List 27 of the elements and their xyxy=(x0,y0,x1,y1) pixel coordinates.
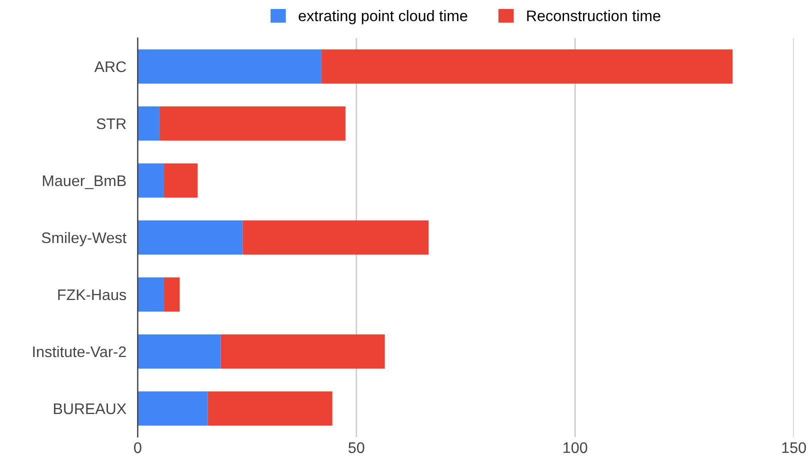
bar xyxy=(138,49,322,84)
legend-label: extrating point cloud time xyxy=(298,10,468,24)
x-tick-label: 0 xyxy=(134,442,142,454)
bar xyxy=(138,220,243,255)
y-tick-label: Institute-Var-2 xyxy=(33,346,126,358)
bar xyxy=(321,49,733,84)
bar xyxy=(138,106,160,141)
bar xyxy=(160,106,346,141)
y-tick-label: FZK-Haus xyxy=(58,290,126,300)
y-tick-label: BUREAUX xyxy=(54,404,126,414)
legend-label: Reconstruction time xyxy=(527,10,660,22)
x-tick-label: 50 xyxy=(348,442,364,454)
bar xyxy=(208,391,332,426)
bar xyxy=(138,277,164,312)
y-tick-label: ARC xyxy=(94,61,126,72)
bar xyxy=(164,277,180,312)
bar xyxy=(242,220,429,255)
bar xyxy=(138,163,164,198)
x-tick-label: 100 xyxy=(564,442,588,454)
bar xyxy=(138,391,208,426)
bar xyxy=(138,334,221,369)
x-tick-label: 150 xyxy=(782,442,806,454)
y-tick-label: Smiley-West xyxy=(42,232,126,246)
y-tick-label: STR xyxy=(96,118,126,130)
bar xyxy=(164,163,198,198)
y-tick-label: Mauer_BmB xyxy=(42,176,126,190)
bar xyxy=(220,334,385,369)
